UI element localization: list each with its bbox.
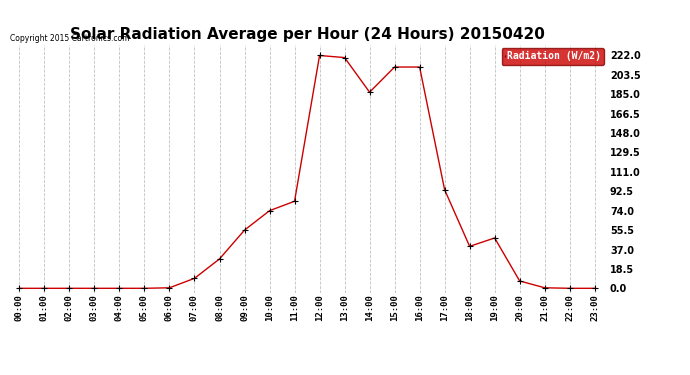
Legend: Radiation (W/m2): Radiation (W/m2) (502, 48, 604, 65)
Title: Solar Radiation Average per Hour (24 Hours) 20150420: Solar Radiation Average per Hour (24 Hou… (70, 27, 544, 42)
Text: Copyright 2015 Cartronics.com: Copyright 2015 Cartronics.com (10, 33, 130, 42)
